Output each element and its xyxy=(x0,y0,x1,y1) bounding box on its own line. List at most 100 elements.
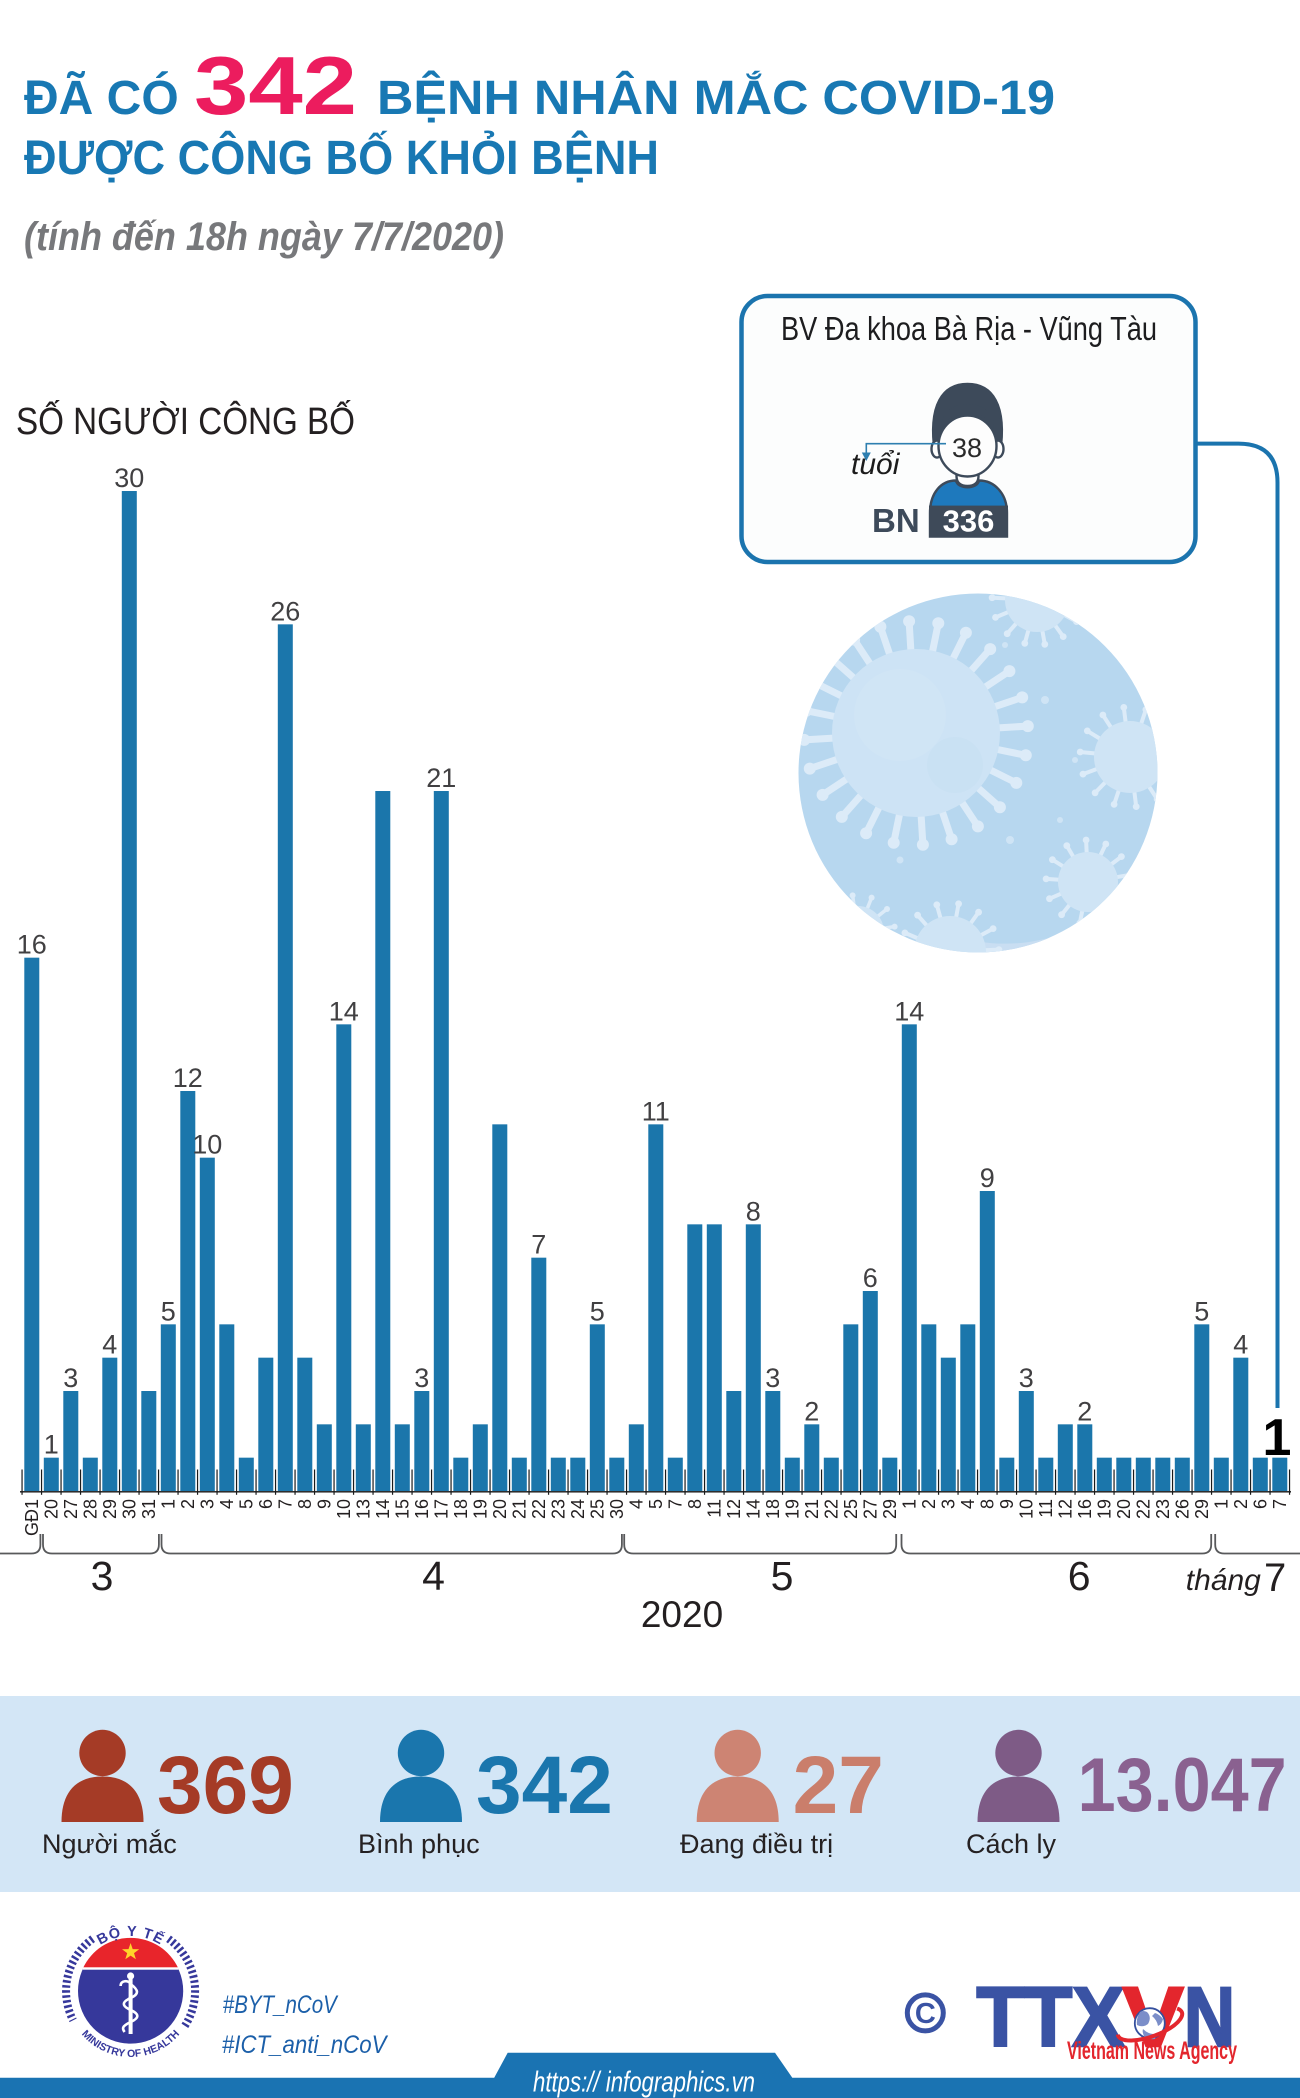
svg-text:20: 20 xyxy=(42,1499,62,1519)
svg-text:N: N xyxy=(1184,1970,1235,2064)
svg-text:#ICT_anti_nCoV: #ICT_anti_nCoV xyxy=(222,2031,389,2059)
svg-text:342: 342 xyxy=(194,39,357,132)
svg-text:8: 8 xyxy=(978,1499,998,1509)
svg-text:10: 10 xyxy=(1017,1499,1037,1519)
svg-text:38: 38 xyxy=(952,433,982,463)
svg-text:BN: BN xyxy=(872,502,920,539)
svg-text:Người mắc: Người mắc xyxy=(42,1828,177,1859)
svg-text:15: 15 xyxy=(393,1499,413,1519)
svg-text:16: 16 xyxy=(412,1499,432,1519)
svg-text:19: 19 xyxy=(783,1499,803,1519)
svg-text:5: 5 xyxy=(646,1499,666,1509)
svg-text:7: 7 xyxy=(666,1499,686,1509)
svg-text:20: 20 xyxy=(1114,1499,1134,1519)
svg-text:4: 4 xyxy=(1233,1330,1248,1360)
svg-text:11: 11 xyxy=(705,1499,725,1518)
svg-text:6: 6 xyxy=(256,1499,276,1509)
svg-text:11: 11 xyxy=(1036,1499,1056,1518)
svg-text:19: 19 xyxy=(471,1499,491,1519)
svg-text:7: 7 xyxy=(276,1499,296,1509)
svg-text:20: 20 xyxy=(490,1499,510,1519)
svg-text:23: 23 xyxy=(549,1499,569,1519)
svg-text:9: 9 xyxy=(997,1499,1017,1509)
svg-text:26: 26 xyxy=(1173,1499,1193,1519)
svg-text:16: 16 xyxy=(1075,1499,1095,1519)
svg-text:SỐ NGƯỜI CÔNG BỐ: SỐ NGƯỜI CÔNG BỐ xyxy=(16,398,355,443)
svg-text:16: 16 xyxy=(17,930,47,960)
svg-text:2020: 2020 xyxy=(641,1594,723,1635)
svg-text:BV Đa khoa Bà Rịa - Vũng Tàu: BV Đa khoa Bà Rịa - Vũng Tàu xyxy=(781,310,1157,347)
svg-text:1: 1 xyxy=(900,1499,920,1509)
svg-text:4: 4 xyxy=(958,1499,978,1509)
svg-text:14: 14 xyxy=(894,996,924,1026)
svg-text:5: 5 xyxy=(771,1553,794,1599)
svg-text:12: 12 xyxy=(724,1499,744,1519)
svg-text:#BYT_nCoV: #BYT_nCoV xyxy=(223,1991,339,2019)
svg-text:27: 27 xyxy=(61,1499,81,1519)
svg-text:25: 25 xyxy=(841,1499,861,1519)
svg-text:ĐƯỢC CÔNG BỐ KHỎI BỆNH: ĐƯỢC CÔNG BỐ KHỎI BỆNH xyxy=(24,130,659,185)
svg-text:4: 4 xyxy=(422,1553,445,1599)
svg-text:14: 14 xyxy=(373,1499,393,1519)
svg-text:ĐÃ CÓ: ĐÃ CÓ xyxy=(24,70,179,125)
svg-text:30: 30 xyxy=(120,1499,140,1519)
svg-text:13.047: 13.047 xyxy=(1078,1743,1287,1828)
svg-text:3: 3 xyxy=(414,1363,429,1393)
svg-text:22: 22 xyxy=(1134,1499,1154,1519)
svg-text:18: 18 xyxy=(451,1499,471,1519)
svg-text:12: 12 xyxy=(173,1063,203,1093)
svg-text:1: 1 xyxy=(44,1430,59,1460)
svg-text:342: 342 xyxy=(476,1740,613,1831)
svg-text:22: 22 xyxy=(529,1499,549,1519)
svg-text:30: 30 xyxy=(607,1499,627,1519)
svg-text:369: 369 xyxy=(157,1740,294,1831)
svg-text:21: 21 xyxy=(426,763,456,793)
svg-text:26: 26 xyxy=(270,596,300,626)
svg-text:6: 6 xyxy=(863,1263,878,1293)
svg-text:6: 6 xyxy=(1068,1553,1091,1599)
svg-text:2: 2 xyxy=(1077,1396,1092,1426)
svg-text:5: 5 xyxy=(161,1296,176,1326)
svg-text:3: 3 xyxy=(91,1553,114,1599)
svg-text:2: 2 xyxy=(178,1499,198,1509)
svg-text:9: 9 xyxy=(980,1163,995,1193)
svg-text:GĐ1: GĐ1 xyxy=(22,1499,42,1536)
svg-text:5: 5 xyxy=(237,1499,257,1509)
svg-text:24: 24 xyxy=(568,1499,588,1519)
svg-text:4: 4 xyxy=(627,1499,647,1509)
svg-text:8: 8 xyxy=(685,1499,705,1509)
svg-text:10: 10 xyxy=(192,1130,222,1160)
svg-text:12: 12 xyxy=(1056,1499,1076,1519)
svg-text:336: 336 xyxy=(943,504,995,539)
svg-text:Bình phục: Bình phục xyxy=(358,1829,480,1859)
svg-text:3: 3 xyxy=(198,1499,218,1509)
svg-text:14: 14 xyxy=(744,1499,764,1519)
svg-text:31: 31 xyxy=(139,1499,159,1519)
svg-text:1: 1 xyxy=(159,1499,179,1509)
svg-text:7: 7 xyxy=(1264,1556,1286,1600)
svg-text:4: 4 xyxy=(102,1330,117,1360)
svg-text:7: 7 xyxy=(531,1230,546,1260)
svg-text:https:// infographics.vn: https:// infographics.vn xyxy=(533,2067,755,2098)
svg-text:30: 30 xyxy=(114,463,144,493)
svg-text:27: 27 xyxy=(793,1740,884,1831)
svg-text:3: 3 xyxy=(63,1363,78,1393)
svg-text:tháng: tháng xyxy=(1186,1564,1261,1597)
svg-text:(tính đến 18h ngày 7/7/2020): (tính đến 18h ngày 7/7/2020) xyxy=(24,215,504,259)
svg-text:5: 5 xyxy=(1194,1296,1209,1326)
svg-text:21: 21 xyxy=(510,1499,530,1519)
svg-text:4: 4 xyxy=(217,1499,237,1509)
svg-text:3: 3 xyxy=(939,1499,959,1509)
svg-text:28: 28 xyxy=(81,1499,101,1519)
svg-text:11: 11 xyxy=(642,1096,670,1126)
svg-text:Đang điều trị: Đang điều trị xyxy=(680,1829,833,1859)
svg-text:Vietnam News Agency: Vietnam News Agency xyxy=(1067,2037,1237,2065)
svg-text:2: 2 xyxy=(1231,1499,1251,1509)
svg-text:25: 25 xyxy=(588,1499,608,1519)
svg-text:29: 29 xyxy=(1192,1499,1212,1519)
svg-text:C: C xyxy=(915,1998,936,2030)
svg-text:2: 2 xyxy=(919,1499,939,1509)
svg-text:tuổi: tuổi xyxy=(851,448,901,481)
svg-text:14: 14 xyxy=(329,996,359,1026)
svg-text:10: 10 xyxy=(334,1499,354,1519)
